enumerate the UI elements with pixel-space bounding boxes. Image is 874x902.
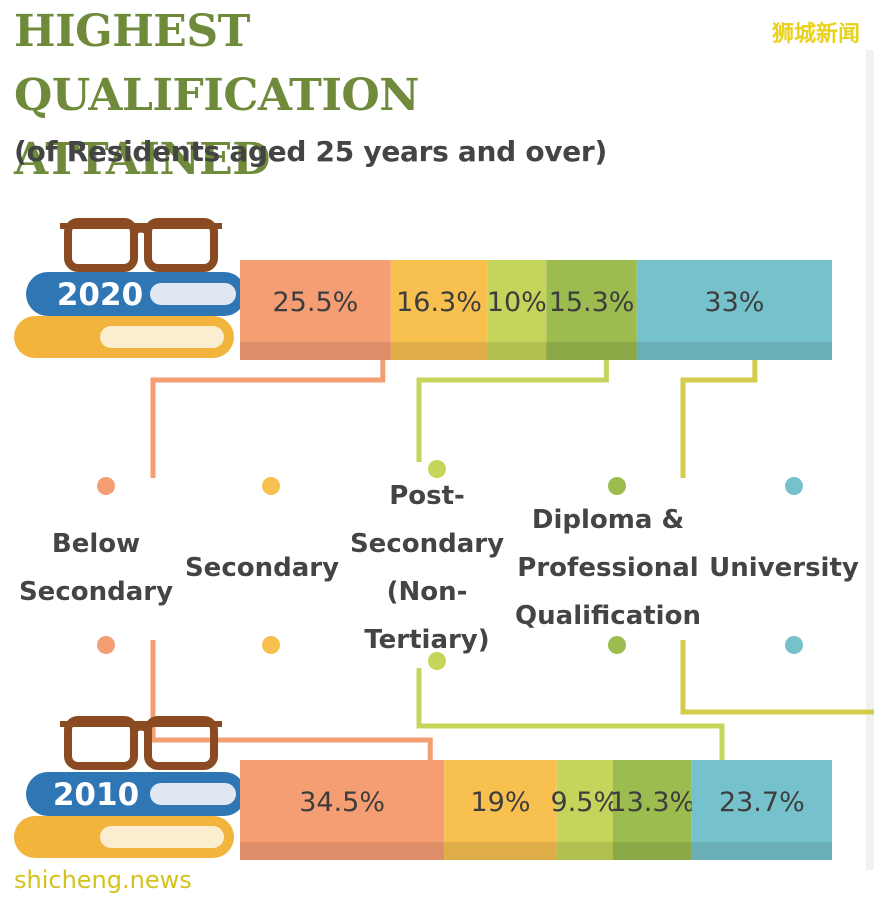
legend-dot-2-top xyxy=(262,477,280,495)
data-label-2010-5: 23.7% xyxy=(719,787,805,818)
data-label-2020-3: 10% xyxy=(487,287,547,318)
data-label-2010-2: 19% xyxy=(470,787,530,818)
legend-dot-1-top xyxy=(97,477,115,495)
legend-dot-4-top xyxy=(608,477,626,495)
data-label-2010-4: 13.3% xyxy=(609,787,695,818)
year-label-2020: 2020 xyxy=(57,277,143,313)
data-label-2020-4: 15.3% xyxy=(549,287,635,318)
legend-label-post-secondary: Post-Secondary (Non-Tertiary) xyxy=(349,481,505,655)
connector-line xyxy=(416,360,609,462)
bar-segment-shadow xyxy=(444,842,557,860)
glasses-icon xyxy=(60,218,222,272)
legend-label-below-secondary: Below Secondary xyxy=(18,529,174,607)
legend-dot-3-top xyxy=(428,460,446,478)
bar-segment-shadow xyxy=(240,342,391,360)
connector-line xyxy=(680,360,758,478)
data-label-2010-3: 9.5% xyxy=(551,787,620,818)
legend-dot-5-top xyxy=(785,477,803,495)
chart-title: HIGHEST QUALIFICATION ATTAINED xyxy=(14,6,419,185)
legend-label-secondary: Secondary xyxy=(184,553,340,583)
bar-segment-shadow xyxy=(546,342,637,360)
legend-label-diploma: Diploma & Professional Qualification xyxy=(515,505,701,631)
legend-dot-5-bottom xyxy=(785,636,803,654)
glasses-icon xyxy=(60,716,222,770)
connector-line xyxy=(416,668,725,760)
connector-line xyxy=(680,640,874,715)
bar-segment-shadow xyxy=(390,342,488,360)
data-label-2010-1: 34.5% xyxy=(299,787,385,818)
connector-line xyxy=(150,640,433,760)
data-label-2020-5: 33% xyxy=(704,287,764,318)
legend-dot-2-bottom xyxy=(262,636,280,654)
legend-dot-3-bottom xyxy=(428,652,446,670)
brand-watermark: 狮城新闻 xyxy=(771,22,860,47)
bar-segment-shadow xyxy=(556,842,613,860)
legend-dot-1-bottom xyxy=(97,636,115,654)
footer-watermark: shicheng.news xyxy=(14,866,192,894)
legend-dots xyxy=(97,460,803,670)
connector-lines xyxy=(150,360,874,760)
bar-segment-shadow xyxy=(612,842,692,860)
bar-segment-shadow xyxy=(691,842,832,860)
right-edge-strip xyxy=(866,50,874,870)
connector-line xyxy=(150,360,386,478)
bar-segment-shadow xyxy=(487,342,547,360)
book-stack-2010: 2010 xyxy=(14,772,246,858)
data-label-2020-2: 16.3% xyxy=(396,287,482,318)
book-stack-2020: 2020 xyxy=(14,272,246,358)
bar-segment-shadow xyxy=(636,342,832,360)
legend-dot-4-bottom xyxy=(608,636,626,654)
chart-subtitle: (of Residents aged 25 years and over) xyxy=(14,135,607,168)
bar-rows: 25.5% 16.3% 10% 15.3% 33% 34.5% 19% 9.5%13.3% 23… xyxy=(240,260,832,860)
bar-segment-shadow xyxy=(240,842,445,860)
legend-label-university: University xyxy=(709,553,859,583)
data-label-2020-1: 25.5% xyxy=(273,287,359,318)
year-label-2010: 2010 xyxy=(53,777,139,813)
